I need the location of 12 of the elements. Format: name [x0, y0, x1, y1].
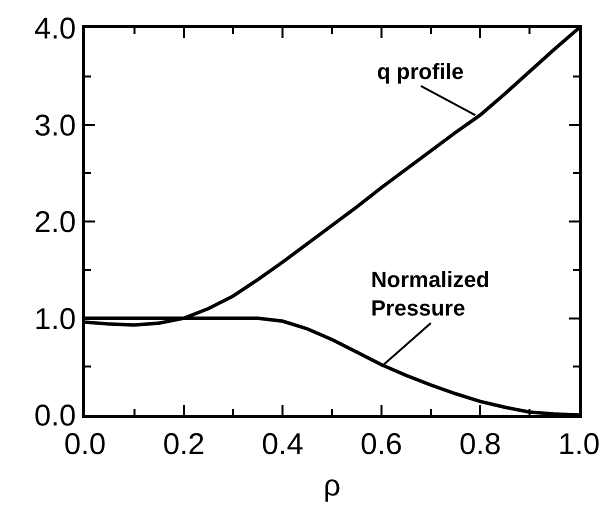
x-axis-title: ρ [323, 470, 341, 502]
x-tick-label: 0.6 [360, 428, 402, 461]
y-tick-label: 2.0 [34, 206, 76, 239]
x-tick-label: 0.8 [459, 428, 502, 461]
y-tick-label: 3.0 [34, 109, 76, 142]
y-tick-label: 4.0 [34, 12, 76, 46]
x-tick-label: 0.2 [162, 428, 205, 461]
x-tick-label: 1.0 [558, 428, 600, 461]
annotation: q profile [377, 59, 464, 84]
x-tick-label: 0.4 [262, 428, 304, 461]
y-tick-label: 1.0 [34, 302, 76, 336]
annotation: Normalized Pressure [371, 267, 490, 321]
